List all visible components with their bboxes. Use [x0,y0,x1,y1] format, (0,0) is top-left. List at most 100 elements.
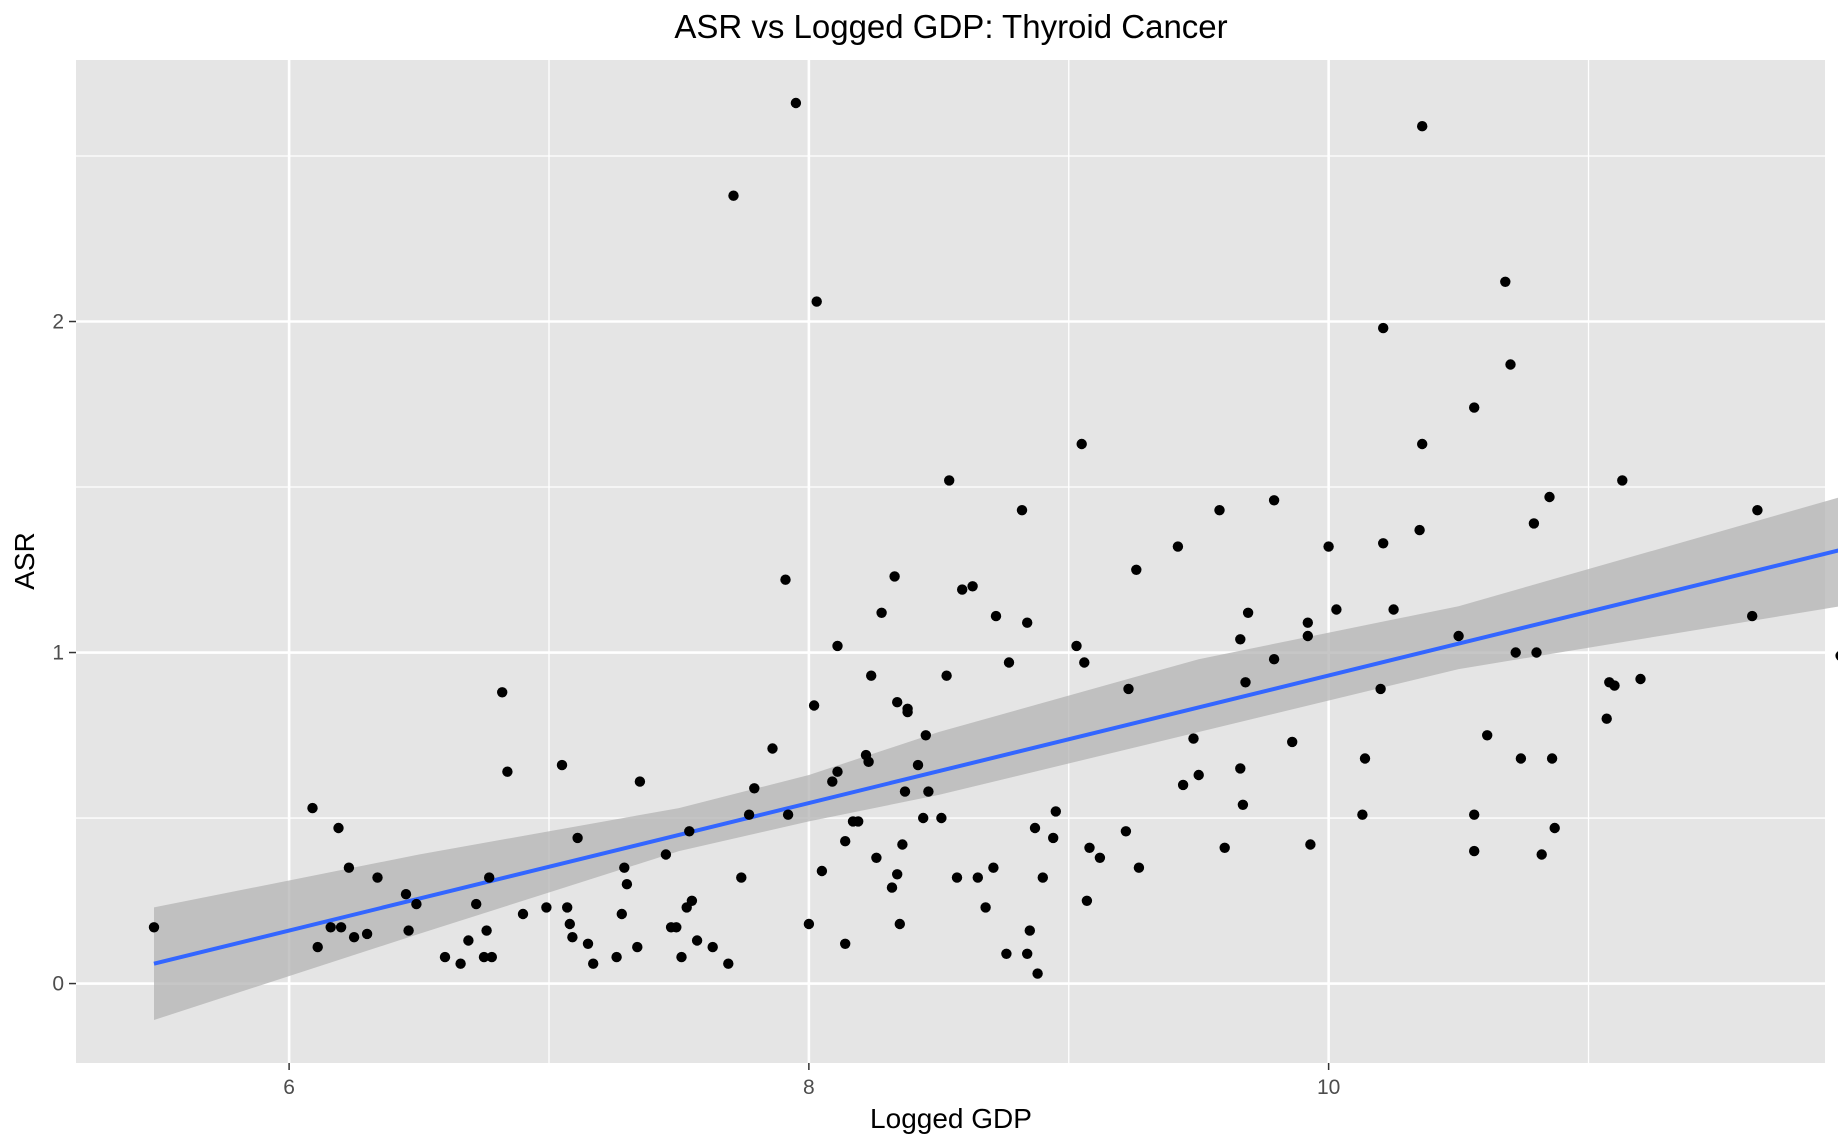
data-point [811,296,822,307]
data-point [1414,524,1425,536]
data-point [478,951,490,963]
data-point [1235,763,1246,774]
data-point [780,574,791,585]
data-point [892,869,903,880]
regression-line [153,548,1838,966]
y-axis-ticks: 0 1 2 [52,311,76,996]
data-point [1081,895,1093,906]
data-point [1357,809,1368,820]
data-point [556,759,568,771]
data-point [684,826,695,837]
data-point [1120,826,1132,837]
x-tick-label: 6 [283,1076,295,1099]
data-point [876,607,887,618]
data-point [660,849,672,860]
data-point [1037,872,1049,883]
data-point [1609,680,1620,691]
y-tick-label: 2 [52,311,64,334]
data-point [400,889,412,900]
data-point [1747,610,1758,622]
data-point [840,836,851,847]
data-point [1835,651,1838,661]
data-point [912,759,924,771]
data-point [497,687,508,698]
data-point [889,571,900,582]
data-point [866,670,877,681]
data-point [611,951,622,963]
data-point [1050,806,1062,817]
data-point [957,584,968,595]
data-point [1133,862,1145,873]
data-point [1003,657,1015,668]
data-point [1378,322,1389,334]
data-point [1123,683,1134,695]
data-point [463,935,474,946]
data-point [1235,634,1246,645]
data-point [1617,475,1628,486]
data-point [782,809,794,820]
data-point [951,872,963,883]
data-point [902,706,913,718]
x-tick-label: 8 [803,1076,815,1099]
data-point [1029,822,1041,834]
data-point [723,958,734,969]
data-point [1323,541,1334,552]
data-point [941,670,952,681]
data-point [897,839,908,850]
data-point [582,938,594,949]
data-point [1482,730,1493,741]
data-point [988,862,999,873]
data-point [1500,276,1511,287]
data-point [1417,121,1428,132]
data-point [1302,617,1314,628]
data-point [411,898,422,910]
data-point [1469,402,1480,413]
data-point [335,922,347,933]
data-point [1417,438,1428,450]
data-point [691,935,703,946]
data-point [736,872,747,883]
data-point [1016,505,1028,516]
data-point [1242,607,1254,618]
data-point [728,190,739,201]
data-point [588,958,599,969]
x-tick-label: 10 [1317,1076,1340,1099]
data-point [686,895,698,906]
data-point [1549,822,1560,834]
y-axis-title: ASR [9,532,40,590]
data-point [361,928,373,940]
data-point [1084,842,1095,853]
data-point [307,802,318,814]
data-point [1094,852,1106,863]
data-point [1024,925,1036,936]
data-point [1544,491,1555,503]
data-point [343,862,355,873]
data-points [148,97,1838,979]
minor-gridlines [76,60,1825,1063]
data-point [1302,630,1314,642]
data-point [936,812,947,824]
data-point [767,743,778,754]
data-point [1378,538,1389,549]
data-point [1172,541,1184,552]
data-point [832,766,843,777]
data-point [832,640,843,652]
data-point [348,932,360,943]
data-point [1531,647,1542,658]
data-point [564,918,575,930]
data-point [1453,630,1464,642]
x-axis-ticks: 6 8 10 [283,1063,1340,1099]
data-point [840,938,851,949]
data-point [863,756,874,767]
data-point [517,908,529,920]
data-point [1305,839,1316,850]
data-point [333,822,344,834]
data-point [567,932,578,943]
data-point [871,852,882,863]
data-point [562,902,573,913]
data-point [743,809,755,820]
data-point [1268,495,1280,506]
data-point [671,922,682,933]
data-point [808,700,820,711]
